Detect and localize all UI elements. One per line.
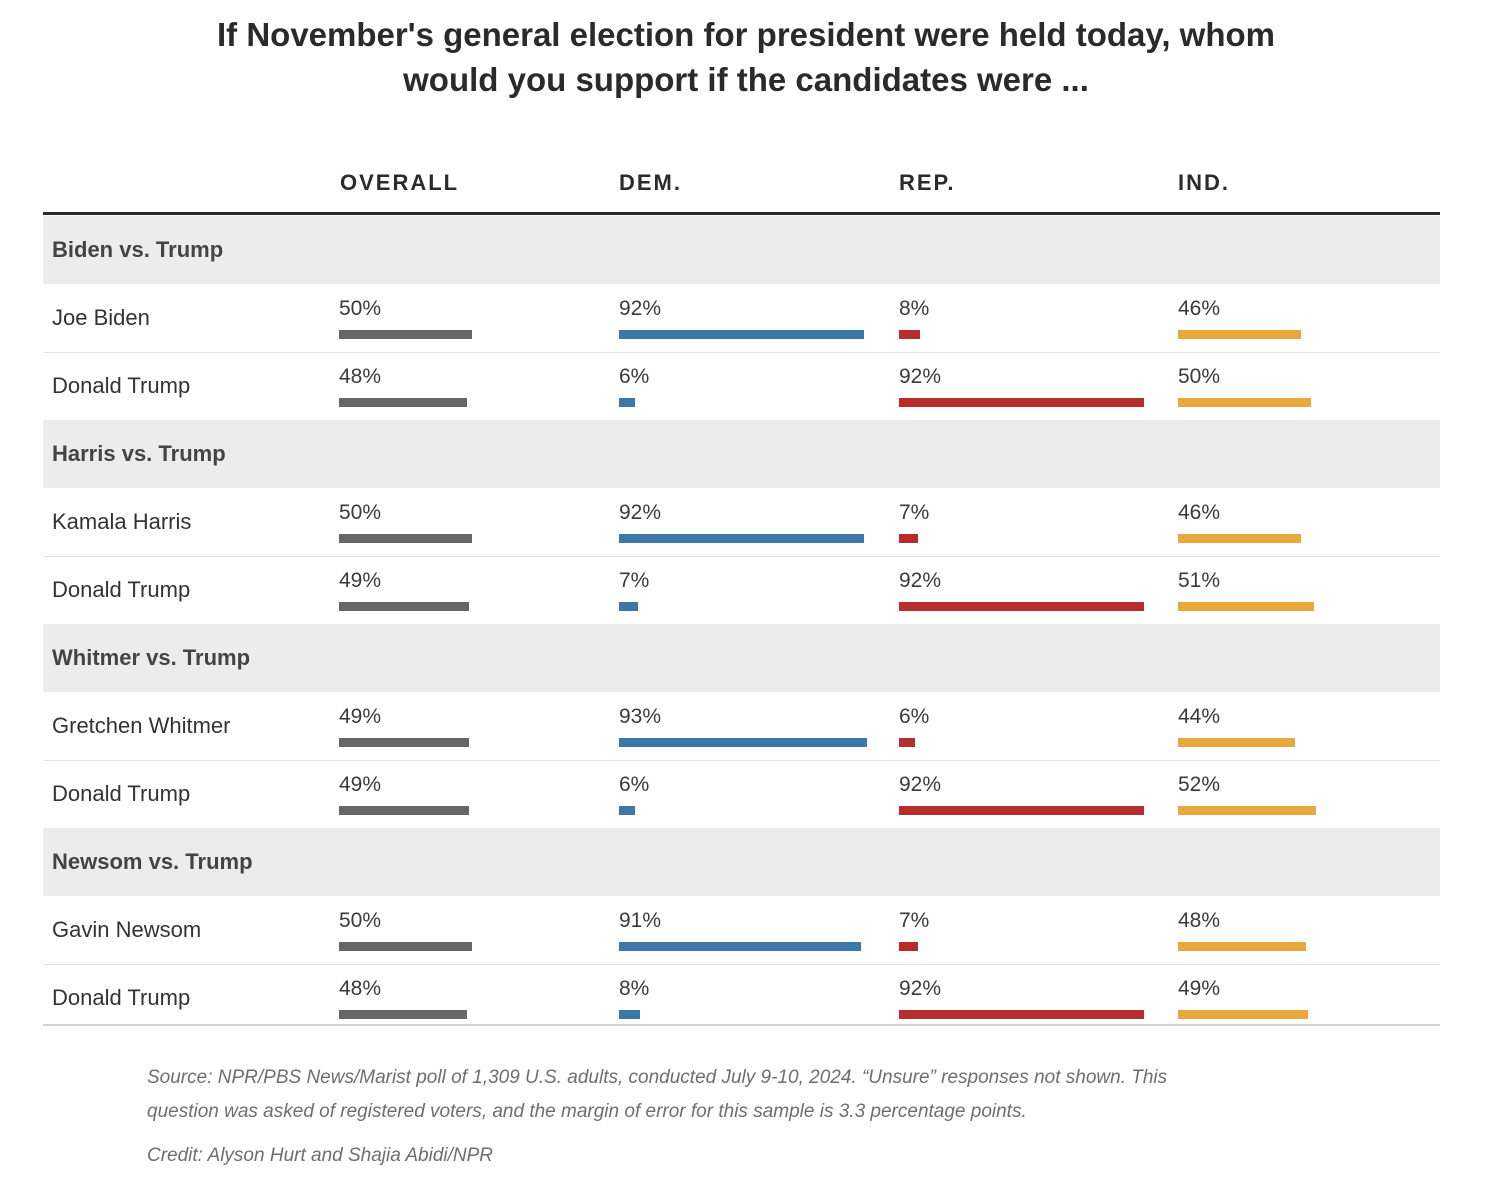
bar-ind [1178,942,1306,951]
bar-dem [619,942,861,951]
value-label-overall: 50% [339,909,382,932]
value-label-ind: 48% [1178,909,1221,932]
candidate-label: Donald Trump [52,781,191,806]
bar-overall [339,1010,467,1019]
value-label-overall: 49% [339,569,382,592]
value-label-rep: 7% [899,909,930,932]
value-label-dem: 92% [619,501,662,524]
bar-overall [339,398,467,407]
row-separator [43,760,1440,761]
candidate-label: Donald Trump [52,373,191,398]
value-label-dem: 6% [619,773,650,796]
group-label: Newsom vs. Trump [52,849,253,874]
group-label: Harris vs. Trump [52,441,226,466]
bar-ind [1178,602,1314,611]
table-bottom-rule [43,1024,1440,1026]
group-band [43,420,1440,488]
value-label-rep: 7% [899,501,930,524]
bar-dem [619,534,864,543]
value-label-rep: 92% [899,569,942,592]
row-separator [43,352,1440,353]
candidate-label: Gavin Newsom [52,917,202,942]
value-label-rep: 92% [899,365,942,388]
bar-ind [1178,1010,1308,1019]
value-label-rep: 8% [899,297,930,320]
value-label-ind: 49% [1178,977,1221,1000]
group-band [43,624,1440,692]
candidate-label: Donald Trump [52,985,191,1010]
bar-ind [1178,738,1295,747]
credit-note: Credit: Alyson Hurt and Shajia Abidi/NPR [147,1145,494,1166]
source-note-line-2: question was asked of registered voters,… [147,1101,1027,1122]
value-label-overall: 49% [339,705,382,728]
value-label-ind: 51% [1178,569,1221,592]
value-label-dem: 6% [619,365,650,388]
bar-overall [339,330,472,339]
bar-overall [339,738,469,747]
value-label-ind: 46% [1178,297,1221,320]
value-label-overall: 48% [339,365,382,388]
value-label-rep: 92% [899,977,942,1000]
column-header-dem: DEM. [619,170,682,195]
row-separator [43,964,1440,965]
value-label-ind: 52% [1178,773,1221,796]
group-band [43,216,1440,284]
column-header-rep: REP. [899,170,956,195]
bar-dem [619,738,867,747]
value-label-dem: 91% [619,909,662,932]
bar-ind [1178,534,1301,543]
bar-rep [899,1010,1144,1019]
value-label-rep: 92% [899,773,942,796]
value-label-ind: 50% [1178,365,1221,388]
bar-dem [619,806,635,815]
value-label-overall: 48% [339,977,382,1000]
value-label-overall: 49% [339,773,382,796]
column-header-overall: OVERALL [340,170,460,195]
bar-overall [339,806,469,815]
bar-ind [1178,806,1316,815]
bar-dem [619,330,864,339]
bar-rep [899,738,915,747]
bar-rep [899,534,918,543]
candidate-label: Donald Trump [52,577,191,602]
bar-dem [619,1010,640,1019]
value-label-dem: 93% [619,705,662,728]
value-label-dem: 8% [619,977,650,1000]
header-rule [43,212,1440,215]
source-note-line-1: Source: NPR/PBS News/Marist poll of 1,30… [147,1067,1168,1088]
candidate-label: Gretchen Whitmer [52,713,231,738]
source-note: Source: NPR/PBS News/Marist poll of 1,30… [147,1061,1347,1129]
value-label-ind: 44% [1178,705,1221,728]
value-label-overall: 50% [339,501,382,524]
candidate-label: Joe Biden [52,305,150,330]
row-separator [43,556,1440,557]
bar-overall [339,534,472,543]
chart-title-line-1: If November's general election for presi… [217,16,1275,53]
bar-rep [899,330,920,339]
value-label-ind: 46% [1178,501,1221,524]
value-label-rep: 6% [899,705,930,728]
bar-ind [1178,330,1301,339]
bar-dem [619,602,638,611]
value-label-overall: 50% [339,297,382,320]
value-label-dem: 7% [619,569,650,592]
bar-rep [899,602,1144,611]
candidate-label: Kamala Harris [52,509,192,534]
bar-overall [339,942,472,951]
group-band [43,828,1440,896]
bar-rep [899,942,918,951]
bar-dem [619,398,635,407]
bar-overall [339,602,469,611]
column-header-ind: IND. [1178,170,1230,195]
chart-title-line-2: would you support if the candidates were… [403,61,1089,98]
value-label-dem: 92% [619,297,662,320]
bar-ind [1178,398,1311,407]
group-label: Whitmer vs. Trump [52,645,251,670]
bar-rep [899,398,1144,407]
bar-rep [899,806,1144,815]
group-label: Biden vs. Trump [52,237,224,262]
chart-title: If November's general election for presi… [0,12,1492,102]
